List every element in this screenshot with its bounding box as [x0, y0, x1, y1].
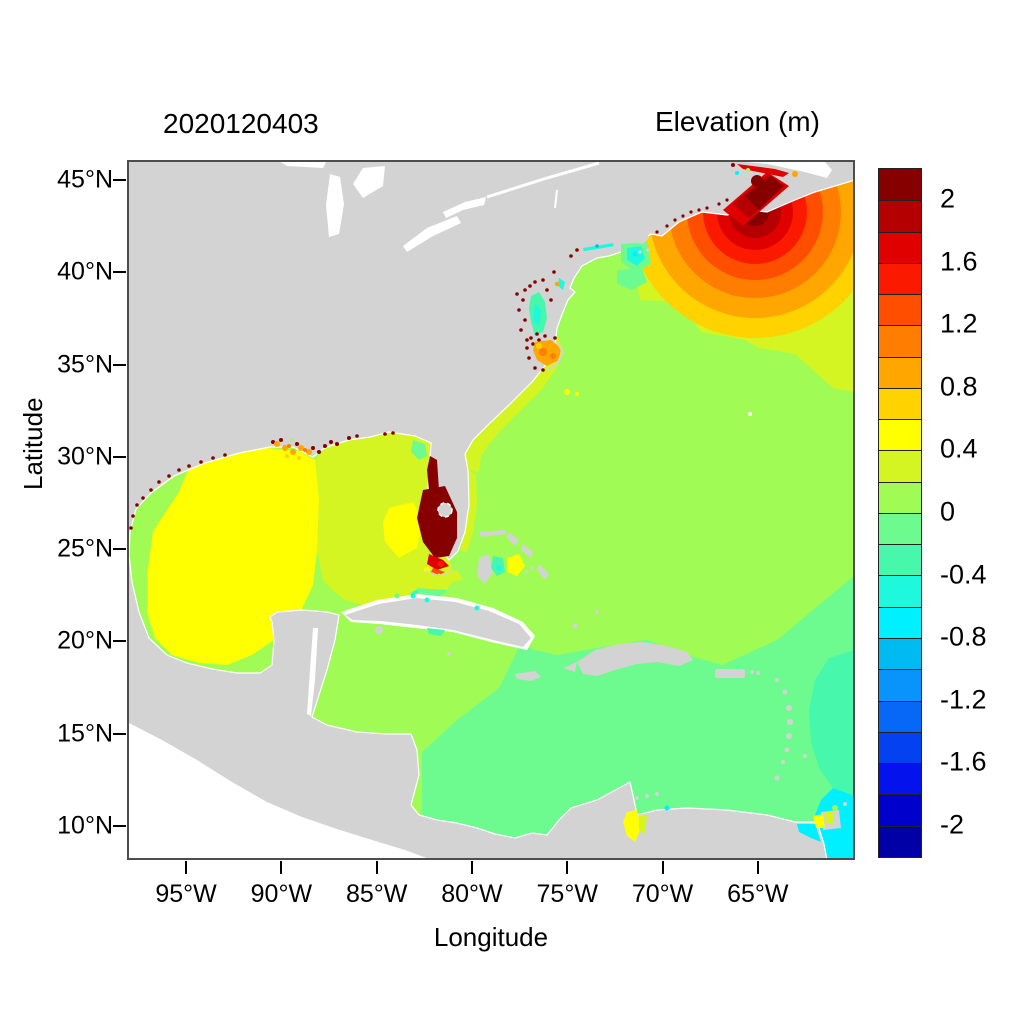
cayman	[447, 652, 451, 656]
colorbar-segment	[879, 575, 921, 607]
great-lakes	[277, 160, 855, 252]
gulf-coast-speckles	[129, 431, 395, 530]
colorbar-segment	[879, 637, 921, 670]
colorbar-segment	[879, 794, 921, 826]
colorbar-segment	[879, 387, 921, 420]
y-tick-mark	[113, 640, 126, 643]
florida-details	[417, 456, 457, 577]
maine-coast-speckles	[655, 198, 729, 234]
y-tick-mark	[113, 178, 126, 181]
colorbar-tick-label: -1.6	[940, 746, 987, 777]
colorbar-segment	[879, 763, 921, 795]
lake-maracaibo	[623, 810, 641, 842]
colorbar-tick-label: 0.4	[940, 433, 978, 464]
colorbar-tick-label: 0.8	[940, 371, 978, 402]
x-tick-mark	[566, 861, 569, 874]
elevation-title: Elevation (m)	[655, 106, 820, 137]
y-tick-mark	[113, 455, 126, 458]
bay-of-fundy-surge	[723, 163, 798, 226]
map-plot-area	[127, 160, 855, 860]
colorbar-tick-label: 0	[940, 496, 956, 527]
x-tick-mark	[756, 861, 759, 874]
y-tick-label: 35°N	[57, 350, 113, 379]
lesser-antilles	[750, 670, 807, 781]
colorbar-segment	[879, 231, 921, 263]
colorbar-segment	[879, 481, 921, 513]
y-tick-mark	[113, 548, 126, 551]
pacific-out-of-domain	[127, 628, 432, 860]
cape-cod-long-island	[569, 230, 651, 290]
chesapeake-delaware	[515, 270, 565, 346]
colorbar-tick-label: 2	[940, 183, 956, 214]
y-tick-mark	[113, 825, 126, 828]
run-date-title: 2020120403	[163, 108, 319, 139]
colorbar-tick-label: 1.6	[940, 246, 978, 277]
south-america-details	[623, 805, 838, 842]
colorbar-tick-label: -1.2	[940, 684, 987, 715]
x-tick-label: 65°W	[727, 880, 789, 908]
colorbar-segment	[879, 419, 921, 451]
colorbar-segment	[879, 731, 921, 764]
y-tick-mark	[113, 271, 126, 274]
colorbar-tick-label: -2	[940, 809, 965, 840]
hispaniola	[577, 642, 693, 676]
y-tick-label: 25°N	[57, 534, 113, 563]
jamaica	[515, 671, 541, 681]
colorbar-segment	[879, 450, 921, 482]
bahamas	[477, 530, 599, 629]
colorbar-segment	[879, 356, 921, 388]
islands	[341, 412, 847, 830]
colorbar-segment	[879, 169, 921, 201]
colorbar-segment	[879, 544, 921, 576]
y-tick-label: 40°N	[57, 257, 113, 286]
x-tick-label: 75°W	[536, 880, 598, 908]
gulf-of-paria	[813, 814, 825, 828]
colorbar-segment	[879, 262, 921, 295]
colorbar-segment	[879, 200, 921, 232]
colorbar-segment	[879, 606, 921, 638]
colorbar-segment	[879, 700, 921, 732]
x-tick-label: 70°W	[631, 880, 694, 908]
puerto-rico	[715, 669, 745, 678]
x-tick-mark	[470, 861, 473, 874]
colorbar-segment	[879, 825, 921, 857]
x-tick-label: 85°W	[345, 880, 408, 908]
colorbar	[878, 168, 922, 858]
x-tick-label: 95°W	[155, 880, 217, 908]
y-tick-label: 45°N	[57, 165, 113, 194]
pamlico-sound	[525, 332, 565, 372]
x-axis-label: Longitude	[433, 922, 549, 952]
y-tick-mark	[113, 363, 126, 366]
y-tick-label: 15°N	[57, 719, 113, 748]
y-tick-mark	[113, 732, 126, 735]
x-tick-label: 90°W	[250, 880, 313, 908]
x-tick-mark	[185, 861, 188, 874]
map-canvas	[127, 160, 855, 860]
x-tick-mark	[280, 861, 283, 874]
plot-border	[127, 160, 855, 860]
colorbar-tick-label: -0.8	[940, 621, 987, 652]
colorbar-segment	[879, 512, 921, 545]
x-tick-label: 80°W	[441, 880, 503, 908]
y-tick-label: 20°N	[57, 626, 113, 655]
y-axis-label: Latitude	[18, 397, 48, 490]
y-tick-label: 10°N	[57, 811, 113, 840]
cuba	[345, 598, 531, 647]
y-tick-label: 30°N	[57, 442, 113, 471]
colorbar-segment	[879, 294, 921, 326]
gulf-of-mexico-bands	[136, 432, 455, 665]
x-tick-mark	[661, 861, 664, 874]
colorbar-tick-label: 1.2	[940, 308, 978, 339]
bermuda	[748, 412, 752, 416]
colorbar-segment	[879, 669, 921, 701]
colorbar-tick-label: -0.4	[940, 559, 987, 590]
x-tick-mark	[375, 861, 378, 874]
colorbar-segment	[879, 325, 921, 357]
